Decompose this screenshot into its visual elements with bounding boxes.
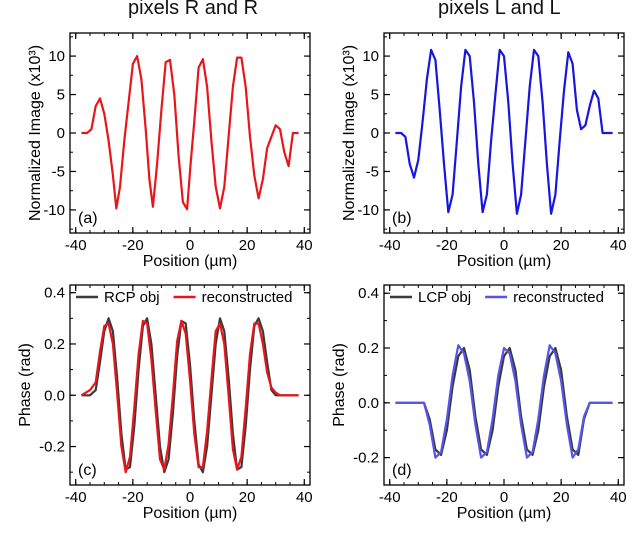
y-axis-label: Normalized Image (x10³) — [341, 45, 358, 221]
y-tick-label: -10 — [43, 202, 65, 219]
x-tick-label: 40 — [296, 489, 313, 506]
y-tick-label: 5 — [57, 87, 65, 104]
panel-label: (b) — [392, 210, 412, 227]
y-tick-label: -0.2 — [39, 439, 65, 456]
panel-label: (c) — [78, 462, 97, 479]
y-tick-label: 0.0 — [44, 387, 65, 404]
x-tick-label: 0 — [500, 237, 508, 254]
y-tick-label: -10 — [357, 202, 379, 219]
legend-label: reconstructed — [513, 289, 604, 306]
plot-frame — [69, 32, 311, 234]
series-line-reconstructed — [80, 319, 299, 474]
x-tick-label: 20 — [553, 237, 570, 254]
x-tick-label: -20 — [436, 237, 458, 254]
y-axis-label: Phase (rad) — [17, 343, 34, 427]
y-tick-label: 0.2 — [358, 340, 379, 357]
legend-label: RCP obj — [104, 289, 160, 306]
y-tick-label: 0.0 — [358, 395, 379, 412]
series-line-data — [395, 48, 613, 215]
x-tick-label: -20 — [122, 237, 144, 254]
y-tick-label: 0.4 — [358, 285, 379, 302]
y-tick-label: 5 — [371, 87, 379, 104]
legend-label: LCP obj — [418, 289, 471, 306]
x-tick-label: 20 — [239, 489, 256, 506]
x-tick-label: 40 — [296, 237, 313, 254]
y-tick-label: 0 — [57, 125, 65, 142]
x-tick-label: -40 — [65, 237, 87, 254]
x-tick-label: 40 — [610, 489, 627, 506]
y-tick-label: 0.2 — [44, 336, 65, 353]
chart-panel-4: -40 -20 0 20 40 -0.2 0.0 0.2 0.4 Position (µm) Pha… — [331, 284, 627, 522]
x-axis-label: Position (µm) — [143, 505, 238, 522]
x-tick-label: 0 — [186, 237, 194, 254]
y-tick-label: 10 — [48, 48, 65, 65]
chart-panel-1: -40 -20 0 20 40 -10 -5 0 5 10 Position (µm) Normali… — [27, 32, 313, 270]
x-tick-label: 0 — [500, 489, 508, 506]
x-tick-label: -40 — [379, 489, 401, 506]
y-axis-label: Normalized Image (x10³) — [27, 45, 44, 221]
legend-label: reconstructed — [202, 289, 293, 306]
panel-label: (a) — [78, 210, 98, 227]
series-line-rcp-obj — [81, 317, 299, 474]
x-tick-label: 0 — [186, 489, 194, 506]
x-tick-label: 40 — [610, 237, 627, 254]
left-column-title: pixels R and R̄ — [128, 0, 259, 19]
y-tick-label: -5 — [366, 163, 379, 180]
y-tick-label: -5 — [52, 163, 65, 180]
x-axis-label: Position (µm) — [457, 253, 552, 270]
x-tick-label: -20 — [436, 489, 458, 506]
x-axis-label: Position (µm) — [457, 505, 552, 522]
y-tick-label: 0 — [371, 125, 379, 142]
x-tick-label: -40 — [379, 237, 401, 254]
y-tick-label: 0.4 — [44, 285, 65, 302]
series-line-reconstructed — [395, 344, 613, 459]
x-tick-label: 20 — [239, 237, 256, 254]
x-tick-label: -20 — [122, 489, 144, 506]
right-column-title: pixels L and L̄ — [438, 0, 561, 19]
y-tick-label: -0.2 — [353, 450, 379, 467]
series-line-data — [81, 54, 299, 211]
x-tick-label: 20 — [553, 489, 570, 506]
x-tick-label: -40 — [65, 489, 87, 506]
y-axis-label: Phase (rad) — [331, 343, 348, 427]
plot-frame — [383, 284, 625, 486]
chart-panel-3: -40 -20 0 20 40 -0.2 0.0 0.2 0.4 Position (µm) Pha… — [17, 284, 313, 522]
x-axis-label: Position (µm) — [143, 253, 238, 270]
panel-label: (d) — [392, 462, 412, 479]
y-tick-label: 10 — [362, 48, 379, 65]
chart-panel-2: -40 -20 0 20 40 -10 -5 0 5 10 Position (µm) Normali… — [341, 32, 627, 270]
